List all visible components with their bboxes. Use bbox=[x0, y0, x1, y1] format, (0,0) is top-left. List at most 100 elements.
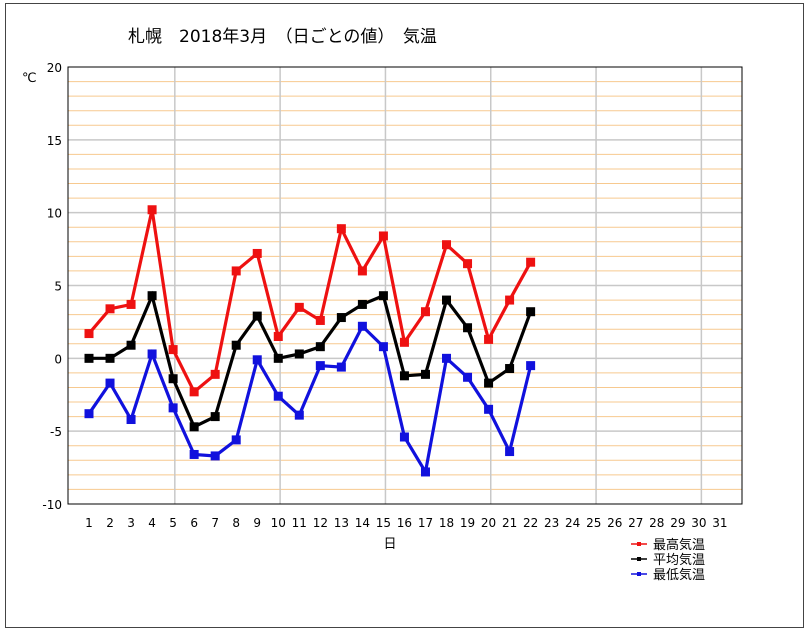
data-point bbox=[336, 362, 346, 372]
plot-border bbox=[67, 66, 743, 505]
data-point bbox=[105, 378, 115, 388]
data-point bbox=[505, 295, 515, 305]
data-point bbox=[378, 231, 388, 241]
data-point bbox=[231, 266, 241, 276]
data-point bbox=[420, 307, 430, 317]
data-point bbox=[442, 295, 452, 305]
data-point bbox=[526, 257, 536, 267]
data-point bbox=[315, 315, 325, 325]
x-tick-label: 13 bbox=[334, 516, 349, 530]
x-tick-label: 17 bbox=[418, 516, 433, 530]
data-point bbox=[168, 345, 178, 355]
data-point bbox=[273, 331, 283, 341]
data-point bbox=[357, 321, 367, 331]
data-point bbox=[105, 304, 115, 314]
legend-label: 最低気温 bbox=[653, 567, 705, 583]
data-point bbox=[420, 369, 430, 379]
data-point bbox=[526, 361, 536, 371]
data-point bbox=[84, 329, 94, 339]
data-point bbox=[189, 422, 199, 432]
data-point bbox=[357, 299, 367, 309]
x-tick-label: 28 bbox=[649, 516, 664, 530]
data-point bbox=[147, 349, 157, 359]
data-point bbox=[484, 378, 494, 388]
x-tick-label: 22 bbox=[523, 516, 538, 530]
x-tick-label: 26 bbox=[607, 516, 622, 530]
x-tick-label: 16 bbox=[397, 516, 412, 530]
x-tick-label: 18 bbox=[439, 516, 454, 530]
data-point bbox=[484, 334, 494, 344]
x-tick-label: 20 bbox=[481, 516, 496, 530]
data-point bbox=[463, 323, 473, 333]
data-point bbox=[210, 451, 220, 461]
data-point bbox=[294, 410, 304, 420]
series-line-3 bbox=[87, 323, 533, 477]
data-point bbox=[273, 353, 283, 363]
y-tick-label: 15 bbox=[47, 134, 62, 148]
legend-swatch-marker bbox=[637, 557, 641, 561]
data-point bbox=[442, 353, 452, 363]
data-point bbox=[210, 369, 220, 379]
data-point bbox=[399, 337, 409, 347]
data-point bbox=[189, 387, 199, 397]
x-tick-label: 24 bbox=[565, 516, 580, 530]
data-point bbox=[463, 372, 473, 382]
data-point bbox=[336, 313, 346, 323]
data-point bbox=[210, 412, 220, 422]
x-tick-label: 9 bbox=[253, 516, 261, 530]
x-tick-label: 7 bbox=[211, 516, 219, 530]
x-tick-label: 27 bbox=[628, 516, 643, 530]
data-point bbox=[463, 259, 473, 269]
y-tick-label: 10 bbox=[47, 207, 62, 221]
y-tick-label: 20 bbox=[47, 61, 62, 75]
x-tick-label: 2 bbox=[106, 516, 114, 530]
x-tick-label: 1 bbox=[85, 516, 93, 530]
data-point bbox=[126, 415, 136, 425]
data-point bbox=[231, 435, 241, 445]
x-axis-label: 日 bbox=[383, 537, 396, 552]
data-point bbox=[126, 299, 136, 309]
data-point bbox=[294, 302, 304, 312]
x-tick-label: 30 bbox=[691, 516, 706, 530]
data-point bbox=[315, 361, 325, 371]
y-tick-label: -5 bbox=[50, 425, 62, 439]
data-point bbox=[378, 342, 388, 352]
data-point bbox=[336, 224, 346, 234]
series-line-2 bbox=[89, 290, 533, 429]
data-point bbox=[105, 353, 115, 363]
x-tick-label: 31 bbox=[712, 516, 727, 530]
legend-label: 平均気温 bbox=[653, 552, 705, 568]
y-axis-unit: ℃ bbox=[22, 71, 37, 86]
data-point bbox=[231, 340, 241, 350]
x-tick-label: 10 bbox=[271, 516, 286, 530]
data-point bbox=[378, 291, 388, 301]
y-tick-label: 0 bbox=[54, 352, 62, 366]
chart-title: 札幌 2018年3月 （日ごとの値） 気温 bbox=[128, 27, 437, 47]
x-tick-label: 15 bbox=[376, 516, 391, 530]
legend-swatch-marker bbox=[637, 542, 641, 546]
y-tick-label: 5 bbox=[54, 280, 62, 294]
data-point bbox=[526, 307, 536, 317]
data-point bbox=[168, 403, 178, 413]
legend-swatch-marker bbox=[637, 572, 641, 576]
x-tick-label: 3 bbox=[127, 516, 135, 530]
x-tick-label: 12 bbox=[313, 516, 328, 530]
x-tick-label: 19 bbox=[460, 516, 475, 530]
legend-label: 最高気温 bbox=[653, 537, 705, 553]
data-point bbox=[505, 364, 515, 374]
x-tick-label: 23 bbox=[544, 516, 559, 530]
data-point bbox=[168, 374, 178, 384]
x-tick-label: 29 bbox=[670, 516, 685, 530]
x-tick-label: 5 bbox=[169, 516, 177, 530]
x-tick-label: 14 bbox=[355, 516, 370, 530]
data-point bbox=[399, 371, 409, 381]
data-point bbox=[126, 340, 136, 350]
series-line-1 bbox=[87, 209, 533, 395]
data-point bbox=[147, 205, 157, 215]
data-point bbox=[84, 409, 94, 419]
data-point bbox=[294, 349, 304, 359]
data-point bbox=[252, 248, 262, 258]
x-tick-label: 25 bbox=[586, 516, 601, 530]
x-tick-label: 4 bbox=[148, 516, 156, 530]
